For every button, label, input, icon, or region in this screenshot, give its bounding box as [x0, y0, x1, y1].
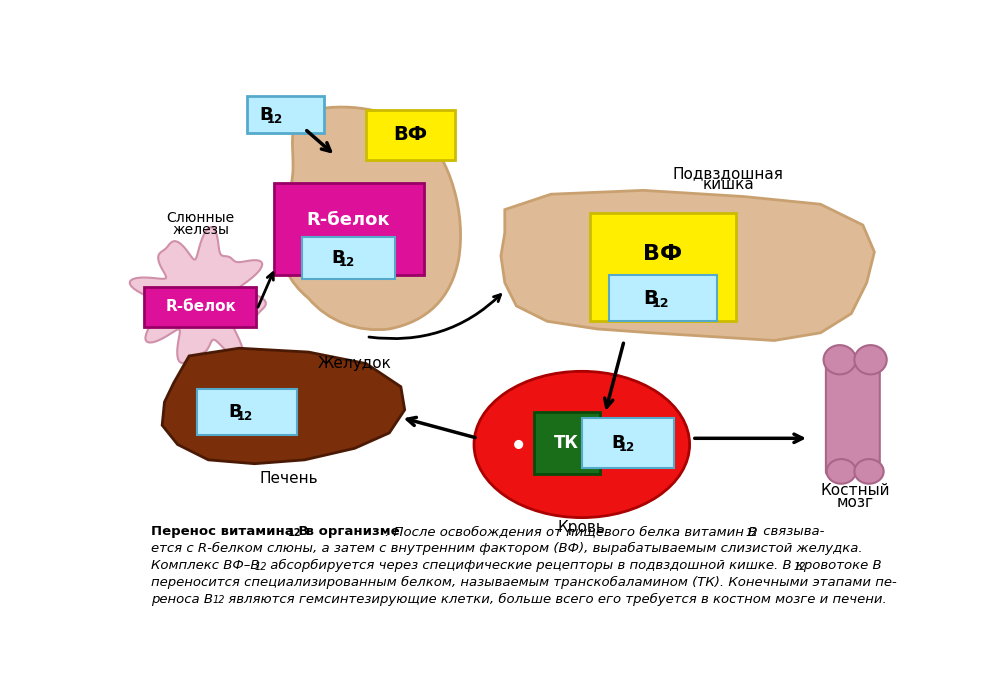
Text: Слюнные: Слюнные [167, 211, 235, 225]
Polygon shape [501, 191, 874, 341]
FancyBboxPatch shape [302, 237, 395, 279]
FancyBboxPatch shape [274, 182, 424, 275]
Text: 12: 12 [267, 113, 283, 126]
Text: в организме: в организме [301, 526, 399, 538]
FancyBboxPatch shape [534, 412, 600, 474]
Text: являются гемсинтезирующие клетки, больше всего его требуется в костном мозге и п: являются гемсинтезирующие клетки, больше… [224, 593, 887, 606]
PathPatch shape [281, 107, 461, 330]
Text: связыва-: связыва- [759, 526, 824, 538]
FancyBboxPatch shape [144, 287, 256, 327]
Text: ется с R-белком слюны, а затем с внутренним фактором (ВФ), вырабатываемым слизис: ется с R-белком слюны, а затем с внутрен… [151, 542, 862, 555]
Polygon shape [162, 348, 405, 464]
Text: R-белок: R-белок [165, 299, 236, 314]
FancyBboxPatch shape [247, 96, 324, 133]
FancyBboxPatch shape [582, 418, 674, 468]
Text: 12: 12 [212, 595, 225, 605]
Ellipse shape [515, 440, 523, 449]
Text: железы: железы [172, 222, 229, 237]
FancyBboxPatch shape [197, 389, 297, 436]
Text: . После освобождения от пищевого белка витамин B: . После освобождения от пищевого белка в… [385, 526, 758, 538]
Text: B: B [259, 106, 273, 124]
Text: ВФ: ВФ [393, 125, 427, 144]
Text: Печень: Печень [260, 471, 319, 486]
Text: 12: 12 [339, 256, 355, 269]
Text: 12: 12 [794, 561, 806, 572]
Text: мозг: мозг [837, 495, 874, 510]
Ellipse shape [474, 372, 690, 517]
Text: B: B [229, 403, 242, 421]
Text: 12: 12 [619, 441, 635, 454]
FancyBboxPatch shape [609, 275, 717, 321]
Ellipse shape [824, 345, 856, 374]
Text: B: B [611, 434, 625, 452]
FancyBboxPatch shape [366, 109, 455, 160]
Text: Костный: Костный [820, 483, 890, 498]
Polygon shape [130, 227, 266, 363]
Text: кишка: кишка [702, 177, 754, 192]
Text: Кровь: Кровь [558, 520, 606, 535]
Text: 12: 12 [651, 297, 669, 310]
Text: B: B [643, 289, 658, 308]
Text: R-белок: R-белок [307, 211, 390, 228]
Text: 12: 12 [746, 528, 758, 537]
Text: 12: 12 [255, 561, 267, 572]
Ellipse shape [827, 459, 856, 484]
Text: Комплекс ВФ–В: Комплекс ВФ–В [151, 559, 259, 572]
Text: Перенос витамина B: Перенос витамина B [151, 526, 308, 538]
Text: реноса В: реноса В [151, 593, 213, 606]
FancyBboxPatch shape [590, 213, 736, 321]
FancyBboxPatch shape [826, 360, 880, 475]
Text: ВФ: ВФ [643, 244, 682, 264]
Text: абсорбируется через специфические рецепторы в подвздошной кишке. В кровотоке В: абсорбируется через специфические рецепт… [266, 559, 882, 572]
Text: Желудок: Желудок [318, 356, 392, 371]
Ellipse shape [854, 345, 887, 374]
Text: Подвздошная: Подвздошная [673, 166, 784, 181]
Text: 12: 12 [236, 410, 253, 423]
Text: 12: 12 [288, 528, 301, 537]
Ellipse shape [854, 459, 884, 484]
Text: B: B [332, 249, 345, 267]
Text: ТК: ТК [554, 434, 579, 452]
Text: переносится специализированным белком, называемым транскобаламином (ТК). Конечны: переносится специализированным белком, н… [151, 576, 896, 589]
